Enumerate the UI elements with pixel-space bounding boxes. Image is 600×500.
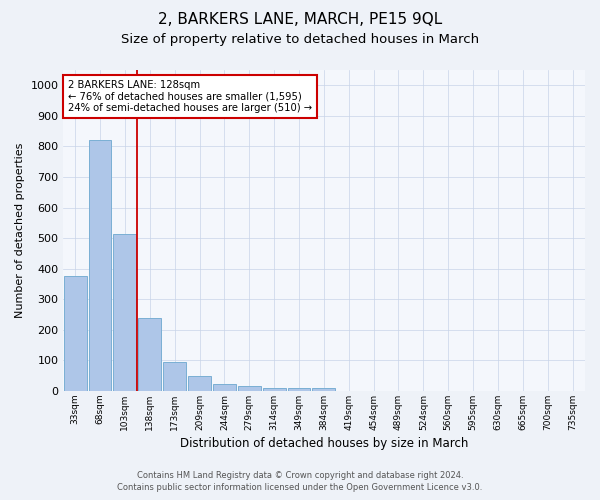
Text: Size of property relative to detached houses in March: Size of property relative to detached ho… [121, 32, 479, 46]
Bar [188, 376, 211, 391]
Bar [163, 362, 186, 391]
Bar [263, 388, 286, 391]
Bar [213, 384, 236, 391]
Text: 2, BARKERS LANE, MARCH, PE15 9QL: 2, BARKERS LANE, MARCH, PE15 9QL [158, 12, 442, 28]
Bar [139, 318, 161, 391]
X-axis label: Distribution of detached houses by size in March: Distribution of detached houses by size … [179, 437, 468, 450]
Text: Contains HM Land Registry data © Crown copyright and database right 2024.
Contai: Contains HM Land Registry data © Crown c… [118, 471, 482, 492]
Text: 2 BARKERS LANE: 128sqm
← 76% of detached houses are smaller (1,595)
24% of semi-: 2 BARKERS LANE: 128sqm ← 76% of detached… [68, 80, 312, 113]
Bar [313, 388, 335, 391]
Bar [89, 140, 112, 391]
Bar [113, 234, 136, 391]
Y-axis label: Number of detached properties: Number of detached properties [15, 143, 25, 318]
Bar [64, 276, 86, 391]
Bar [238, 386, 260, 391]
Bar [287, 388, 310, 391]
